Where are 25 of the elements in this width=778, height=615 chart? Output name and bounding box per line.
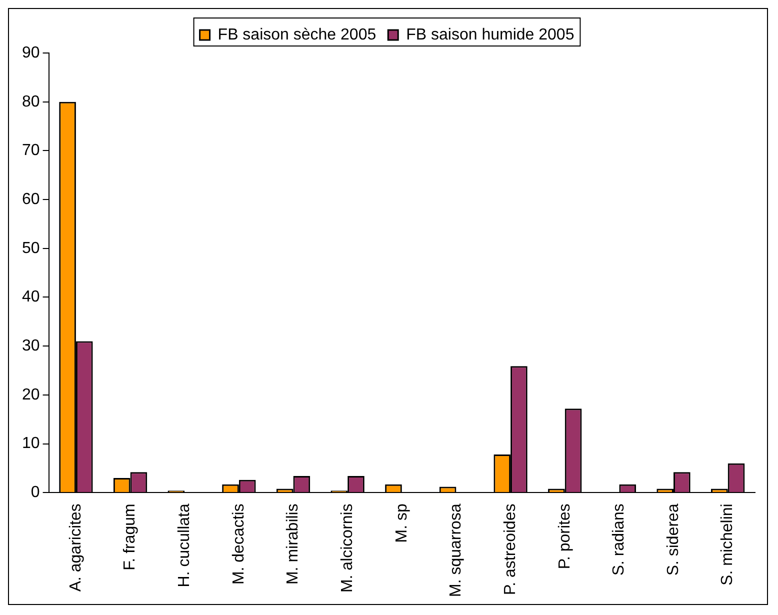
x-tick-label: M. mirabilis xyxy=(284,504,302,585)
x-tick-label: M. decactis xyxy=(230,504,248,585)
y-tick-label: 30 xyxy=(22,337,40,354)
x-tick-label: M. squarrosa xyxy=(448,504,465,598)
x-tick-label: S. radians xyxy=(610,504,628,576)
y-tick-label: 40 xyxy=(22,288,40,306)
y-tick-label: 90 xyxy=(22,44,40,62)
x-tick-label: H. cucullata xyxy=(176,504,194,588)
legend-label: FB saison humide 2005 xyxy=(406,26,574,44)
y-tick-label: 50 xyxy=(22,240,40,257)
legend-label: FB saison sèche 2005 xyxy=(218,26,376,44)
x-tick-label: P. porites xyxy=(556,504,574,570)
x-tick-label: M. sp xyxy=(393,504,410,543)
x-tick-label: S. siderea xyxy=(664,504,682,576)
y-tick-label: 10 xyxy=(22,435,40,452)
y-tick-label: 70 xyxy=(22,142,40,160)
x-tick-label: M. alcicornis xyxy=(338,504,356,593)
x-tick-label: P. astreoides xyxy=(502,504,519,595)
x-tick-label: F. fragum xyxy=(122,504,139,570)
y-tick-label: 60 xyxy=(22,190,40,208)
y-tick-label: 20 xyxy=(22,386,40,404)
x-tick-label: A. agaricites xyxy=(67,504,84,592)
y-tick-label: 80 xyxy=(22,93,40,110)
x-tick-label: S. michelini xyxy=(719,504,736,586)
y-tick-label: 0 xyxy=(30,484,40,502)
